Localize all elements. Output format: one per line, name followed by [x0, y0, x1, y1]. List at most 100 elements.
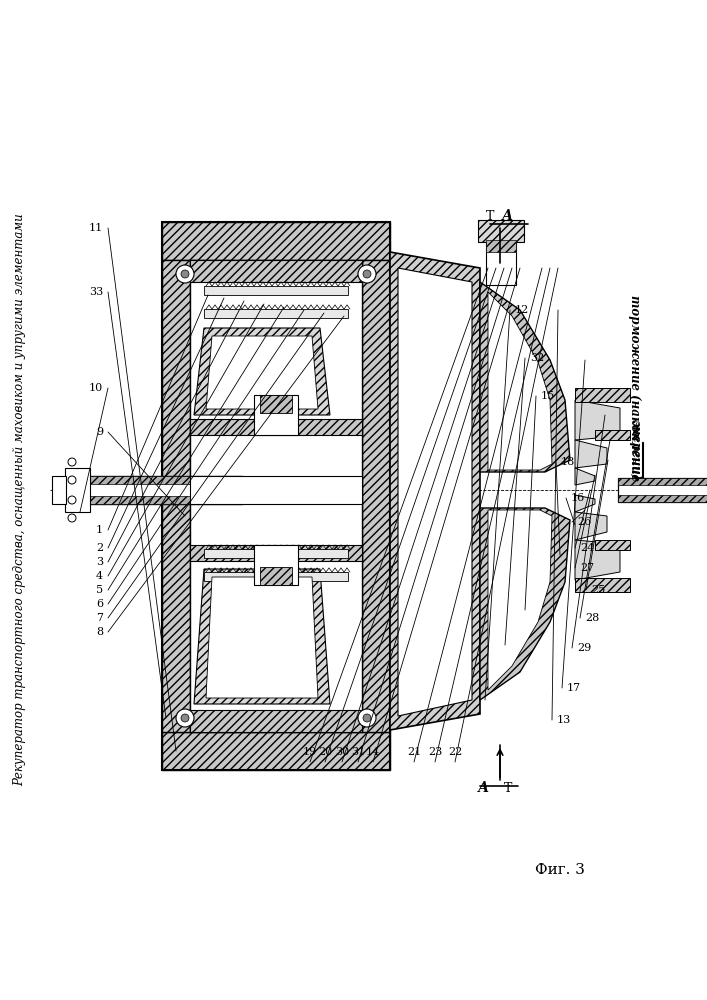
Bar	[162, 260, 190, 732]
Bar	[260, 395, 292, 413]
Polygon shape	[575, 440, 607, 468]
Text: Т: Т	[486, 210, 494, 223]
Text: 27: 27	[580, 563, 594, 573]
Text: 26: 26	[577, 517, 591, 527]
Bar	[486, 240, 516, 252]
Text: 23: 23	[428, 747, 442, 757]
Text: 3: 3	[96, 557, 103, 567]
Polygon shape	[206, 336, 318, 409]
Polygon shape	[194, 328, 330, 415]
Polygon shape	[575, 468, 595, 485]
Text: 20: 20	[318, 747, 332, 757]
Bar	[65, 468, 90, 512]
Text: 5: 5	[96, 585, 103, 595]
Bar	[618, 478, 707, 502]
Bar	[254, 545, 298, 585]
Text: 28: 28	[585, 613, 600, 623]
Text: 12: 12	[515, 305, 530, 315]
Text: 31: 31	[351, 747, 365, 757]
Bar	[362, 260, 390, 732]
Circle shape	[176, 265, 194, 283]
Bar	[190, 260, 362, 282]
Bar	[575, 578, 630, 592]
Text: 15: 15	[541, 391, 555, 401]
Bar	[595, 540, 630, 550]
Circle shape	[363, 270, 371, 278]
Text: 33: 33	[89, 287, 103, 297]
Text: 18: 18	[561, 457, 575, 467]
Bar	[204, 309, 348, 318]
Text: торможение (накопление: торможение (накопление	[629, 295, 641, 481]
Circle shape	[181, 714, 189, 722]
Text: 13: 13	[557, 715, 571, 725]
Circle shape	[358, 709, 376, 727]
Text: А: А	[502, 209, 513, 223]
Polygon shape	[398, 268, 472, 716]
Bar	[204, 286, 348, 295]
Circle shape	[358, 265, 376, 283]
Bar	[190, 545, 362, 561]
Bar	[162, 222, 390, 770]
Bar	[575, 388, 630, 402]
Polygon shape	[488, 292, 552, 470]
Text: 14: 14	[366, 747, 380, 757]
Bar	[190, 476, 362, 504]
Polygon shape	[575, 540, 620, 580]
Bar	[260, 567, 292, 585]
Circle shape	[181, 270, 189, 278]
Polygon shape	[488, 510, 552, 690]
Text: 22: 22	[448, 747, 462, 757]
Text: Рекуператор транспортного средства, оснащенный маховиком и упругими элементами: Рекуператор транспортного средства, осна…	[13, 214, 26, 786]
Bar	[52, 476, 66, 504]
Bar	[85, 496, 242, 504]
Polygon shape	[480, 508, 570, 700]
Circle shape	[68, 514, 76, 522]
Text: 4: 4	[96, 571, 103, 581]
Bar	[162, 732, 390, 770]
Text: 1: 1	[96, 525, 103, 535]
Polygon shape	[575, 512, 607, 540]
Polygon shape	[480, 282, 570, 472]
Text: энергии): энергии)	[629, 419, 641, 481]
Bar	[190, 710, 362, 732]
Circle shape	[68, 496, 76, 504]
Bar	[618, 478, 707, 485]
Bar	[478, 220, 524, 242]
Text: 11: 11	[89, 223, 103, 233]
Bar	[595, 430, 630, 440]
Circle shape	[68, 458, 76, 466]
Bar	[618, 495, 707, 502]
Text: Т: Т	[504, 782, 513, 795]
Text: 16: 16	[571, 493, 585, 503]
Polygon shape	[390, 252, 480, 730]
Circle shape	[363, 714, 371, 722]
Text: 17: 17	[567, 683, 581, 693]
Bar	[85, 476, 242, 484]
Text: 2: 2	[96, 543, 103, 553]
Text: 19: 19	[303, 747, 317, 757]
Text: 32: 32	[530, 353, 544, 363]
Text: 7: 7	[96, 613, 103, 623]
Polygon shape	[575, 400, 620, 440]
Polygon shape	[575, 495, 595, 512]
Circle shape	[176, 709, 194, 727]
Text: 8: 8	[96, 627, 103, 637]
Bar	[486, 240, 516, 285]
Circle shape	[68, 476, 76, 484]
Text: 9: 9	[96, 427, 103, 437]
Bar	[254, 395, 298, 435]
Text: 25: 25	[591, 585, 605, 595]
Text: Фиг. 3: Фиг. 3	[535, 863, 585, 877]
Text: 29: 29	[577, 643, 591, 653]
Text: 24: 24	[580, 543, 595, 553]
Bar	[204, 572, 348, 581]
Bar	[204, 549, 348, 558]
Text: А: А	[478, 781, 489, 795]
Bar	[85, 476, 242, 504]
Text: 30: 30	[335, 747, 349, 757]
Bar	[162, 222, 390, 260]
Polygon shape	[194, 569, 330, 704]
Text: 10: 10	[89, 383, 103, 393]
Polygon shape	[206, 577, 318, 698]
Bar	[190, 260, 362, 732]
